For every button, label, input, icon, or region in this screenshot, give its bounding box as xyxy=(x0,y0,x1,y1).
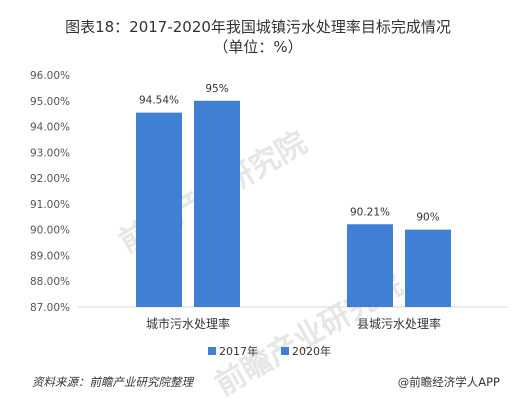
bar xyxy=(405,229,451,307)
y-tick-label: 91.00% xyxy=(30,199,70,211)
bar xyxy=(347,224,393,307)
credit-note: @前瞻经济学人APP xyxy=(398,375,500,389)
legend-label: 2020年 xyxy=(292,344,331,358)
source-note: 资料来源：前瞻产业研究院整理 xyxy=(32,375,194,389)
x-tick-label: 城市污水处理率 xyxy=(146,316,230,331)
x-tick-label: 县城污水处理率 xyxy=(357,316,441,331)
x-axis: 城市污水处理率 县城污水处理率 xyxy=(146,316,441,331)
y-tick-label: 87.00% xyxy=(30,302,70,314)
legend-swatch xyxy=(208,347,216,355)
data-label: 94.54% xyxy=(139,95,179,107)
chart-subtitle: （单位：%） xyxy=(213,38,302,56)
bar xyxy=(194,100,240,308)
legend-label: 2017年 xyxy=(219,344,258,358)
y-tick-label: 95.00% xyxy=(30,96,70,108)
y-axis: 87.00% 88.00% 89.00% 90.00% 91.00% 92.00% 93.0… xyxy=(30,70,70,314)
y-tick-label: 89.00% xyxy=(30,250,70,262)
y-tick-label: 92.00% xyxy=(30,173,70,185)
data-label: 90% xyxy=(416,212,439,224)
y-tick-label: 88.00% xyxy=(30,276,70,288)
y-tick-label: 93.00% xyxy=(30,147,70,159)
legend-swatch xyxy=(281,347,289,355)
y-tick-label: 96.00% xyxy=(30,70,70,82)
y-tick-label: 90.00% xyxy=(30,225,70,237)
y-tick-label: 94.00% xyxy=(30,122,70,134)
bar xyxy=(136,112,182,307)
data-label: 95% xyxy=(205,83,228,95)
bars: 94.54% 90.21% 95% 90% xyxy=(136,83,451,308)
data-label: 90.21% xyxy=(350,206,390,218)
legend: 2017年 2020年 xyxy=(208,344,331,358)
chart-title: 图表18：2017-2020年我国城镇污水处理率目标完成情况 xyxy=(65,18,451,36)
